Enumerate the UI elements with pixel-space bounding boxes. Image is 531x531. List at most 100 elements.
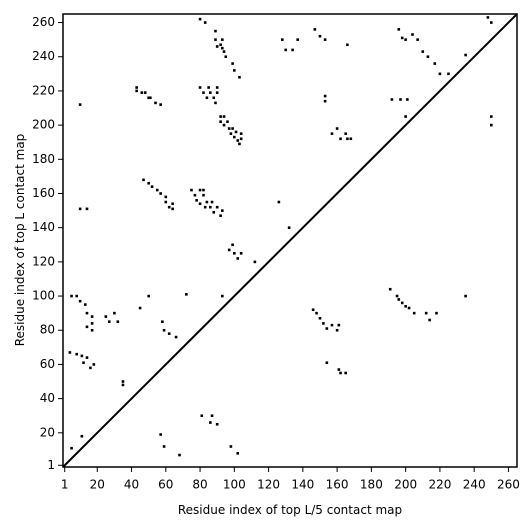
contact-point	[233, 135, 236, 139]
contact-point	[404, 115, 407, 118]
contact-point	[227, 127, 231, 130]
contact-point	[147, 181, 150, 185]
contact-point	[227, 248, 231, 252]
contact-point	[135, 86, 138, 89]
contact-point	[167, 205, 171, 209]
contact-point	[337, 323, 341, 327]
contact-point	[219, 43, 222, 47]
contact-point	[178, 453, 181, 457]
contact-point	[209, 91, 212, 94]
x-tick-label: 120	[257, 478, 280, 492]
contact-point	[104, 315, 108, 318]
contact-point	[90, 328, 94, 332]
y-tick-label: 60	[40, 357, 55, 371]
contact-point	[89, 366, 92, 370]
contact-point	[399, 98, 402, 101]
contact-point	[113, 311, 116, 315]
contact-point	[435, 311, 438, 315]
contact-point	[325, 361, 329, 365]
contact-point	[198, 86, 202, 89]
contact-point	[426, 55, 430, 59]
contact-point	[171, 207, 174, 211]
contact-point	[222, 50, 226, 53]
contact-point	[231, 127, 234, 130]
contact-point	[90, 315, 94, 318]
contact-point	[203, 205, 207, 209]
x-tick-label: 80	[192, 478, 207, 492]
y-tick-label: 100	[32, 289, 55, 303]
contact-point	[215, 205, 219, 209]
contact-point	[339, 371, 342, 375]
contact-point	[159, 433, 162, 436]
contact-point	[337, 368, 341, 371]
x-tick-label: 100	[223, 478, 246, 492]
contact-point	[205, 200, 209, 204]
contact-point	[397, 28, 401, 31]
contact-point	[231, 62, 234, 65]
contact-point	[346, 137, 349, 141]
contact-point	[195, 199, 198, 202]
x-tick-label: 60	[158, 478, 173, 492]
contact-point	[349, 137, 353, 141]
y-tick-label: 220	[32, 83, 55, 97]
contact-point	[239, 137, 243, 141]
contact-point	[236, 257, 240, 260]
x-tick-label: 200	[394, 478, 417, 492]
contact-point	[162, 445, 166, 448]
contact-point	[284, 48, 288, 52]
contact-point	[167, 332, 171, 335]
contact-point	[215, 45, 219, 48]
contact-point	[226, 120, 229, 123]
contact-point	[335, 328, 339, 332]
contact-point	[121, 383, 125, 387]
contact-point	[121, 380, 125, 383]
contact-point	[78, 299, 82, 303]
contact-point	[344, 371, 347, 375]
contact-point	[222, 115, 226, 118]
y-tick-label: 140	[32, 220, 55, 234]
contact-point	[490, 21, 493, 24]
contact-point	[75, 352, 79, 356]
contact-point	[200, 414, 204, 418]
contact-point	[142, 178, 145, 182]
x-tick-label: 1	[61, 478, 69, 492]
contact-point	[464, 294, 467, 298]
contact-point	[185, 293, 188, 296]
contact-point	[346, 43, 349, 47]
contact-point	[221, 38, 224, 41]
contact-point	[190, 188, 193, 192]
diagonal-line	[62, 13, 518, 468]
contact-point	[198, 17, 202, 21]
contact-point	[150, 185, 154, 188]
contact-point	[212, 210, 216, 214]
contact-point	[215, 86, 219, 89]
contact-point	[147, 294, 150, 298]
y-tick-label: 40	[40, 391, 55, 405]
contact-point	[171, 202, 174, 206]
contact-point	[85, 207, 89, 211]
contact-point	[219, 115, 222, 118]
contact-point	[318, 34, 322, 38]
contact-point	[68, 351, 72, 354]
contact-point	[388, 287, 392, 291]
contact-point	[323, 99, 327, 103]
contact-point	[238, 75, 241, 79]
contact-point	[486, 16, 490, 19]
contact-point	[85, 356, 89, 359]
contact-point	[239, 132, 243, 135]
contact-point	[400, 301, 404, 305]
y-tick-label: 120	[32, 254, 55, 268]
contact-point	[212, 96, 216, 100]
contact-point	[149, 96, 152, 100]
contact-point	[202, 188, 205, 192]
contact-point	[490, 115, 493, 118]
contact-point	[221, 46, 224, 50]
contact-point	[400, 36, 404, 40]
contact-point	[203, 21, 207, 24]
contact-point	[202, 193, 205, 197]
contact-point	[161, 320, 164, 323]
y-tick-label: 180	[32, 152, 55, 166]
contact-point	[143, 91, 147, 94]
contact-point	[233, 69, 236, 72]
contact-point	[335, 127, 339, 130]
